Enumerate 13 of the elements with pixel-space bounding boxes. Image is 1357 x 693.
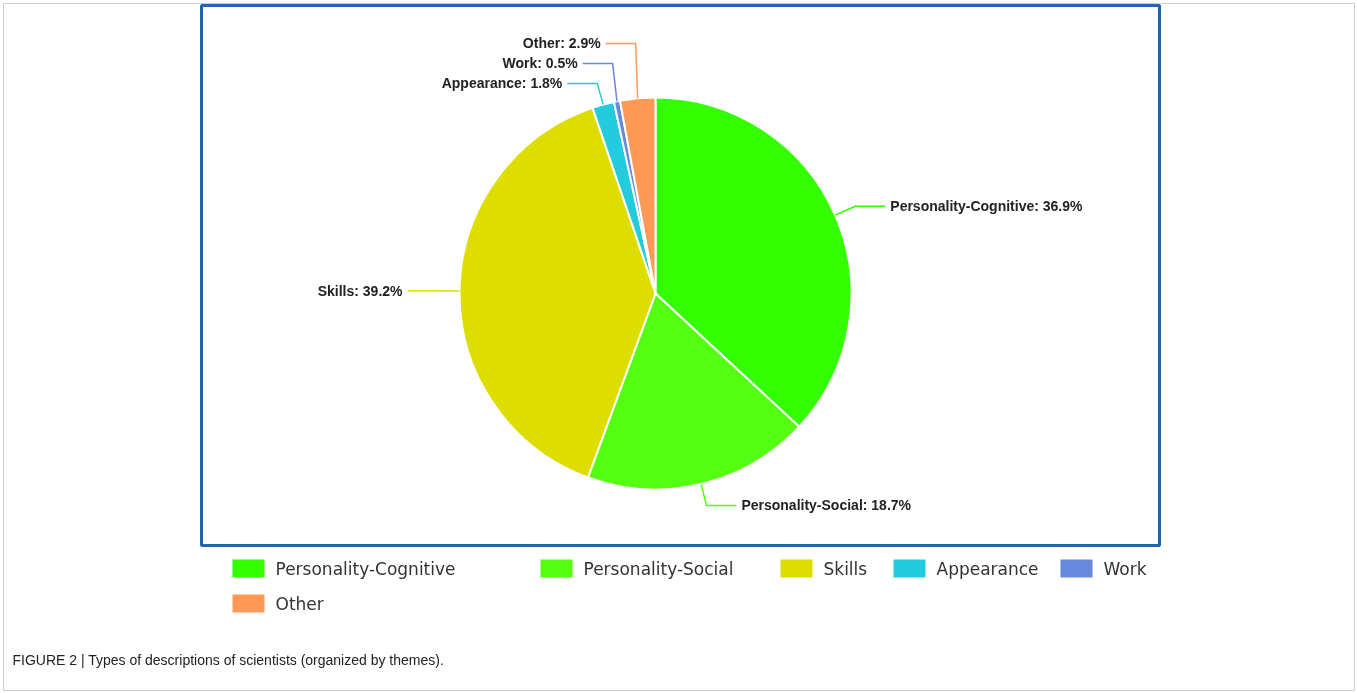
data-label: Skills: 39.2% bbox=[317, 282, 404, 299]
data-label: Personality-Social: 18.7% bbox=[741, 497, 912, 514]
caption: FIGURE 2 | Types of descriptions of scientists (organized by themes). bbox=[12, 651, 444, 668]
legend-label: Appearance bbox=[936, 558, 1039, 579]
data-label: Personality-Cognitive: 36.9% bbox=[890, 198, 1084, 215]
data-label: Work: 0.5% bbox=[502, 55, 579, 72]
legend-label: Skills bbox=[823, 558, 868, 579]
legend-label: Work bbox=[1103, 558, 1147, 579]
legend-label: Personality-Social bbox=[583, 558, 734, 579]
legend-label: Other bbox=[275, 593, 324, 614]
legend-label: Personality-Cognitive bbox=[275, 558, 456, 579]
data-label: Appearance: 1.8% bbox=[441, 75, 563, 92]
data-label: Other: 2.9% bbox=[522, 35, 602, 52]
